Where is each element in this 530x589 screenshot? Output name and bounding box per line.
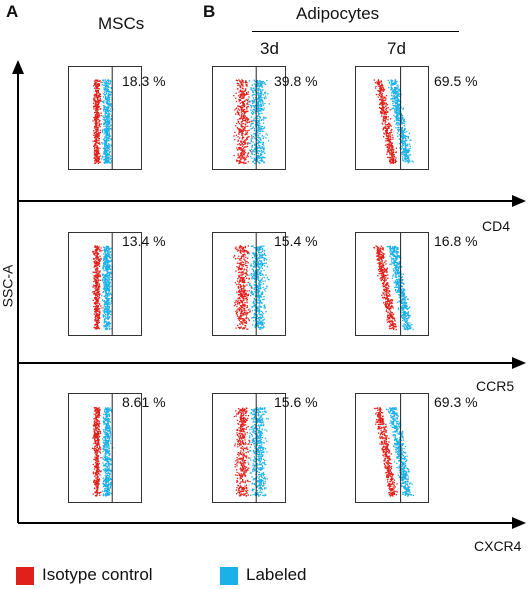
adipocytes-bracket-line bbox=[252, 31, 459, 32]
scatter-cloud bbox=[91, 394, 114, 502]
flow-plot-7d-ccr5 bbox=[355, 232, 429, 336]
pct-3d-cxcr4: 15.6 % bbox=[274, 394, 318, 410]
scatter-cloud bbox=[373, 67, 414, 169]
y-axis-label: SSC-A bbox=[0, 264, 16, 308]
marker-label-cd4: CD4 bbox=[482, 218, 511, 234]
cd4-arrowhead bbox=[512, 195, 526, 207]
flow-plot-3d-cd4 bbox=[212, 66, 286, 170]
flow-plot-3d-cxcr4 bbox=[212, 393, 286, 503]
legend-label-isotype: Isotype control bbox=[42, 565, 153, 584]
cxcr4-arrowhead bbox=[512, 517, 526, 529]
legend-swatch-labeled bbox=[220, 567, 238, 585]
y-axis-arrowhead bbox=[12, 60, 24, 74]
pct-mscs-cd4: 18.3 % bbox=[122, 73, 166, 89]
panel-letter-a: A bbox=[6, 2, 19, 21]
panel-letter-b: B bbox=[203, 2, 216, 21]
scatter-cloud bbox=[233, 67, 270, 169]
ccr5-arrowhead bbox=[512, 357, 526, 369]
flow-plot-mscs-cxcr4 bbox=[68, 393, 142, 503]
header-7d: 7d bbox=[387, 39, 406, 58]
pct-7d-ccr5: 16.8 % bbox=[434, 233, 478, 249]
pct-7d-cd4: 69.5 % bbox=[434, 73, 478, 89]
pct-mscs-cxcr4: 8.61 % bbox=[122, 394, 166, 410]
pct-mscs-ccr5: 13.4 % bbox=[122, 233, 166, 249]
header-mscs: MSCs bbox=[98, 14, 145, 33]
scatter-cloud bbox=[233, 233, 270, 335]
pct-3d-cd4: 39.8 % bbox=[274, 73, 318, 89]
marker-label-cxcr4: CXCR4 bbox=[474, 538, 522, 554]
flow-plot-3d-ccr5 bbox=[212, 232, 286, 336]
flow-plot-7d-cxcr4 bbox=[355, 393, 429, 503]
pct-3d-ccr5: 15.4 % bbox=[274, 233, 318, 249]
marker-label-ccr5: CCR5 bbox=[476, 378, 515, 394]
flow-plot-mscs-cd4 bbox=[68, 66, 142, 170]
scatter-cloud bbox=[92, 67, 114, 169]
scatter-cloud bbox=[374, 394, 414, 502]
scatter-cloud bbox=[92, 233, 113, 335]
scatter-cloud bbox=[233, 394, 269, 502]
legend-label-labeled: Labeled bbox=[246, 565, 307, 584]
pct-7d-cxcr4: 69.3 % bbox=[434, 394, 478, 410]
scatter-cloud bbox=[373, 233, 414, 335]
flow-plot-7d-cd4 bbox=[355, 66, 429, 170]
flow-plot-mscs-ccr5 bbox=[68, 232, 142, 336]
header-3d: 3d bbox=[260, 39, 279, 58]
legend-swatch-isotype bbox=[16, 567, 34, 585]
header-adipocytes: Adipocytes bbox=[296, 4, 380, 23]
